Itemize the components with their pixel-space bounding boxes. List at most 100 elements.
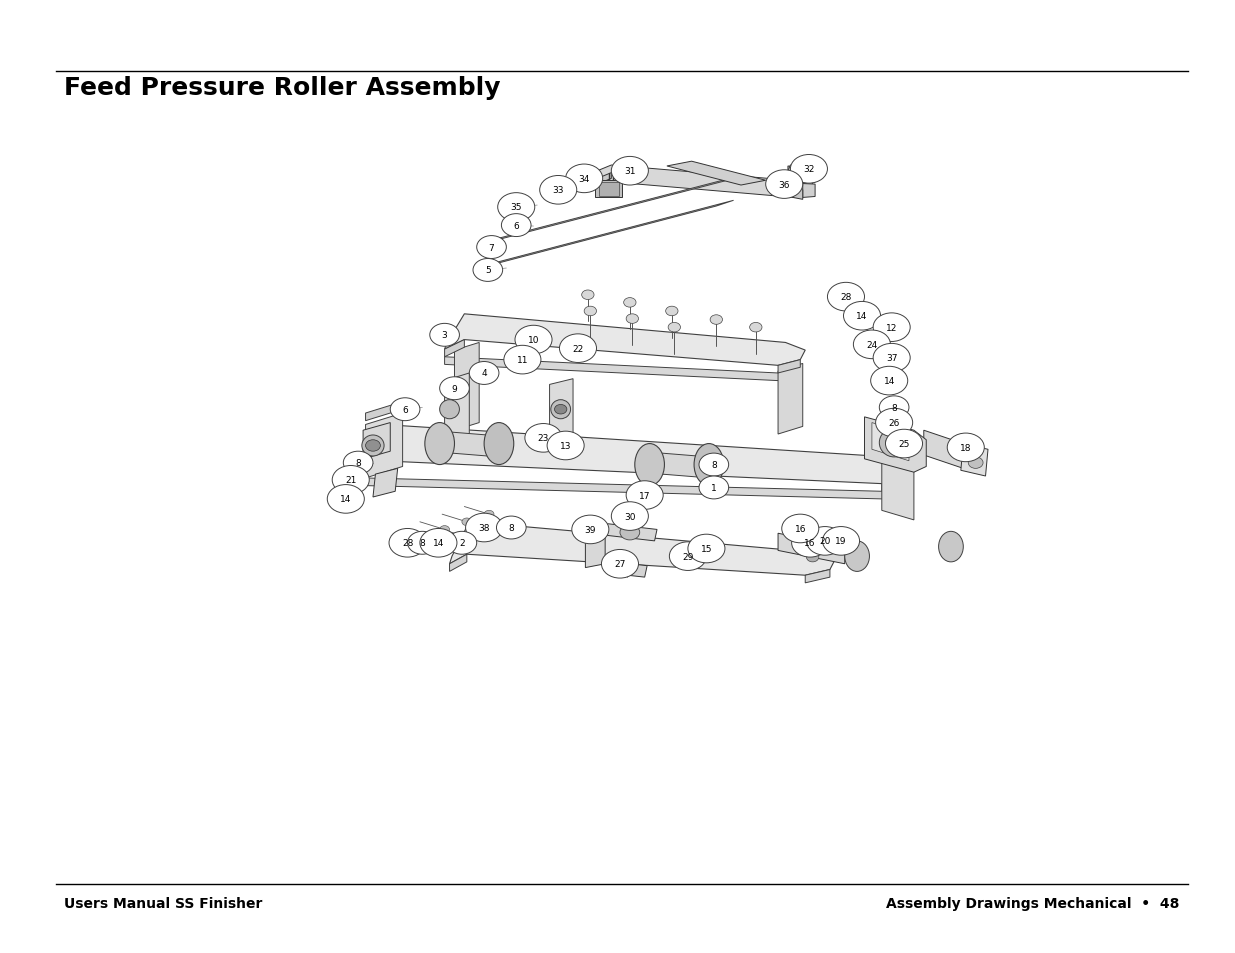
Circle shape — [885, 436, 903, 450]
Polygon shape — [373, 469, 398, 497]
Polygon shape — [778, 360, 800, 374]
Circle shape — [885, 430, 923, 458]
Circle shape — [498, 193, 535, 222]
Polygon shape — [445, 314, 805, 366]
Circle shape — [559, 335, 597, 363]
Text: 12: 12 — [885, 323, 898, 333]
Ellipse shape — [845, 541, 869, 572]
Circle shape — [853, 331, 890, 359]
Circle shape — [668, 323, 680, 333]
Polygon shape — [882, 476, 909, 492]
Text: 16: 16 — [794, 524, 806, 534]
Circle shape — [873, 344, 910, 373]
Text: 26: 26 — [888, 418, 900, 428]
Polygon shape — [605, 524, 657, 541]
Polygon shape — [788, 166, 815, 175]
Circle shape — [473, 259, 503, 282]
Text: 2: 2 — [459, 538, 464, 548]
Circle shape — [611, 157, 648, 186]
Text: 8: 8 — [711, 460, 716, 470]
Circle shape — [484, 526, 494, 534]
Polygon shape — [882, 457, 914, 520]
Polygon shape — [363, 478, 909, 499]
Circle shape — [871, 367, 908, 395]
Polygon shape — [805, 570, 830, 583]
Circle shape — [366, 440, 380, 452]
Circle shape — [844, 302, 881, 331]
Circle shape — [440, 541, 450, 549]
Circle shape — [624, 298, 636, 308]
Polygon shape — [593, 166, 813, 198]
Text: Assembly Drawings Mechanical  •  48: Assembly Drawings Mechanical • 48 — [885, 897, 1179, 910]
Circle shape — [390, 398, 420, 421]
Ellipse shape — [635, 444, 664, 486]
Polygon shape — [667, 162, 766, 186]
Circle shape — [420, 529, 457, 558]
Polygon shape — [479, 201, 734, 269]
Polygon shape — [363, 461, 383, 478]
Circle shape — [327, 485, 364, 514]
Circle shape — [766, 171, 803, 199]
Polygon shape — [445, 340, 464, 357]
Polygon shape — [484, 176, 741, 244]
Text: 10: 10 — [527, 335, 540, 345]
Text: 29: 29 — [682, 552, 694, 561]
Circle shape — [572, 516, 609, 544]
Polygon shape — [778, 534, 845, 564]
Circle shape — [501, 214, 531, 237]
Polygon shape — [864, 417, 926, 473]
Ellipse shape — [484, 423, 514, 465]
Text: 20: 20 — [819, 537, 831, 546]
Circle shape — [699, 476, 729, 499]
Text: 14: 14 — [883, 376, 895, 386]
Circle shape — [876, 409, 913, 437]
Circle shape — [806, 536, 819, 545]
Text: 32: 32 — [803, 165, 815, 174]
Polygon shape — [872, 423, 909, 461]
Text: 19: 19 — [835, 537, 847, 546]
Circle shape — [469, 362, 499, 385]
Text: 14: 14 — [856, 312, 868, 321]
Circle shape — [584, 307, 597, 316]
Text: Feed Pressure Roller Assembly: Feed Pressure Roller Assembly — [64, 76, 500, 100]
Text: 18: 18 — [960, 443, 972, 453]
Circle shape — [332, 466, 369, 495]
Polygon shape — [585, 524, 605, 568]
Text: 1: 1 — [711, 483, 716, 493]
Polygon shape — [479, 263, 496, 275]
Circle shape — [496, 517, 526, 539]
Text: 13: 13 — [559, 441, 572, 451]
Circle shape — [611, 502, 648, 531]
Polygon shape — [790, 184, 815, 198]
Circle shape — [484, 511, 494, 518]
Circle shape — [782, 515, 819, 543]
Circle shape — [515, 326, 552, 355]
Circle shape — [806, 553, 819, 562]
Circle shape — [792, 529, 829, 558]
Circle shape — [601, 550, 638, 578]
Ellipse shape — [879, 429, 909, 457]
Text: 28: 28 — [840, 293, 852, 302]
Circle shape — [555, 405, 567, 415]
Circle shape — [440, 377, 469, 400]
Polygon shape — [961, 444, 988, 476]
Circle shape — [582, 291, 594, 300]
Text: 36: 36 — [778, 180, 790, 190]
Circle shape — [666, 307, 678, 316]
Text: 38: 38 — [478, 523, 490, 533]
Text: 5: 5 — [485, 266, 490, 275]
Text: 25: 25 — [898, 439, 910, 449]
Bar — [595, 181, 622, 198]
Ellipse shape — [939, 532, 963, 562]
Circle shape — [477, 236, 506, 259]
Text: 15: 15 — [700, 544, 713, 554]
Ellipse shape — [425, 423, 454, 465]
Polygon shape — [440, 432, 499, 457]
Circle shape — [626, 481, 663, 510]
Text: 30: 30 — [624, 512, 636, 521]
Polygon shape — [593, 173, 611, 187]
Polygon shape — [550, 379, 573, 440]
Text: 7: 7 — [489, 243, 494, 253]
Circle shape — [408, 532, 437, 555]
Text: 6: 6 — [514, 221, 519, 231]
